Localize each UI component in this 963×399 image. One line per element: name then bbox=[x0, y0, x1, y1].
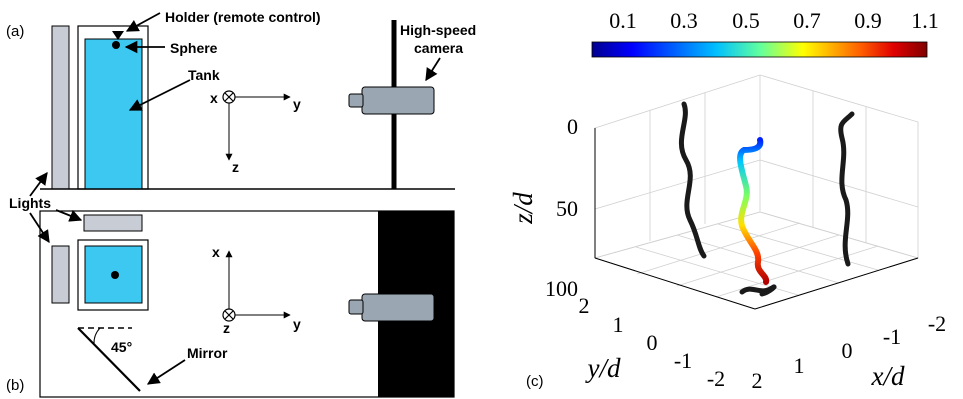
coord-axes-a: x y z bbox=[210, 90, 301, 175]
lights-arrow-a bbox=[29, 171, 48, 197]
colorbar bbox=[591, 41, 928, 58]
axis-z-label-a: z bbox=[232, 159, 239, 175]
panel-a: (a) Holder (remote control) Sphere Tank … bbox=[6, 9, 476, 190]
light-panel-a bbox=[51, 25, 70, 190]
x-tick-label: 2 bbox=[752, 368, 763, 393]
y-tick-label: 2 bbox=[579, 293, 590, 318]
y-tick-label: 1 bbox=[613, 312, 624, 337]
trajectory-projection-yz bbox=[678, 101, 707, 259]
trajectory-3d bbox=[737, 137, 770, 285]
panel-b: (b) 45° Mirror x y z bbox=[6, 210, 455, 398]
y-tick-label: 0 bbox=[647, 330, 658, 355]
colorbar-tick-label: 0.3 bbox=[670, 8, 698, 33]
colorbar-tick-label: 0.5 bbox=[732, 8, 760, 33]
holder-arrow bbox=[125, 12, 161, 32]
x-tick-label: -2 bbox=[928, 311, 946, 336]
panel-c-label: (c) bbox=[526, 373, 544, 390]
sphere-label: Sphere bbox=[170, 40, 218, 56]
mirror-label: Mirror bbox=[187, 345, 228, 361]
x-tick-label: 1 bbox=[794, 353, 805, 378]
colorbar-tick-label: 0.9 bbox=[854, 8, 882, 33]
camera-arrow bbox=[425, 57, 441, 82]
trajectory-projection-xy bbox=[739, 284, 777, 297]
z-tick-label: 100 bbox=[545, 276, 578, 301]
trajectory-projection-xz bbox=[838, 111, 855, 267]
panel-b-label: (b) bbox=[6, 377, 24, 394]
x-axis-line bbox=[754, 257, 919, 310]
tank-water-a bbox=[84, 38, 143, 190]
z-tick-label: 0 bbox=[567, 114, 578, 139]
y-axis-label: y/d bbox=[585, 353, 621, 383]
holder-icon bbox=[112, 31, 124, 40]
tank-label: Tank bbox=[188, 67, 220, 83]
angle-label: 45° bbox=[111, 339, 132, 355]
camera-lens-a bbox=[348, 93, 364, 108]
colorbar-tick-label: 0.1 bbox=[609, 8, 637, 33]
x-tick-label: -1 bbox=[883, 324, 901, 349]
panel-a-label: (a) bbox=[6, 23, 24, 40]
mirror-arrow bbox=[146, 359, 186, 385]
lights-arrow-b-top bbox=[55, 209, 83, 222]
angle-arc bbox=[93, 327, 101, 345]
light-side-b bbox=[51, 245, 70, 304]
mirror-line bbox=[77, 327, 141, 392]
x-tick-label: 0 bbox=[842, 338, 853, 363]
z-axis-label: z/d bbox=[508, 192, 538, 225]
camera-lens-b bbox=[348, 299, 364, 315]
light-top-b bbox=[83, 214, 143, 232]
camera-label-line2: camera bbox=[414, 40, 463, 56]
axis-y-label-b: y bbox=[293, 316, 301, 332]
camera-label-line1: High-speed bbox=[400, 22, 476, 38]
axis-x-label-b: x bbox=[212, 244, 220, 260]
holder-label: Holder (remote control) bbox=[165, 9, 321, 25]
colorbar-tick-label: 0.7 bbox=[793, 8, 821, 33]
sphere-top-icon bbox=[111, 271, 119, 279]
tank-arrow bbox=[128, 79, 191, 111]
y-tick-label: -1 bbox=[674, 348, 692, 373]
coord-axes-b: x y z bbox=[212, 244, 301, 336]
camera-body-a bbox=[361, 86, 435, 115]
lights-label: Lights bbox=[9, 195, 51, 211]
x-axis-label: x/d bbox=[871, 361, 905, 391]
axis-x-label-a: x bbox=[210, 90, 218, 106]
panel-c: (c) 0.1 0.3 0.5 0.7 0.9 1.1 bbox=[508, 8, 946, 393]
colorbar-ticks: 0.1 0.3 0.5 0.7 0.9 1.1 bbox=[609, 8, 939, 33]
sphere-icon bbox=[112, 41, 120, 49]
camera-body-b bbox=[361, 293, 435, 322]
y-axis-line bbox=[594, 257, 756, 310]
y-tick-label: -2 bbox=[707, 366, 725, 391]
z-tick-label: 50 bbox=[556, 196, 578, 221]
axis-y-label-a: y bbox=[293, 96, 301, 112]
colorbar-tick-label: 1.1 bbox=[911, 8, 939, 33]
lights-arrow-b-side bbox=[29, 212, 50, 244]
axis-z-label-b: z bbox=[223, 320, 230, 336]
